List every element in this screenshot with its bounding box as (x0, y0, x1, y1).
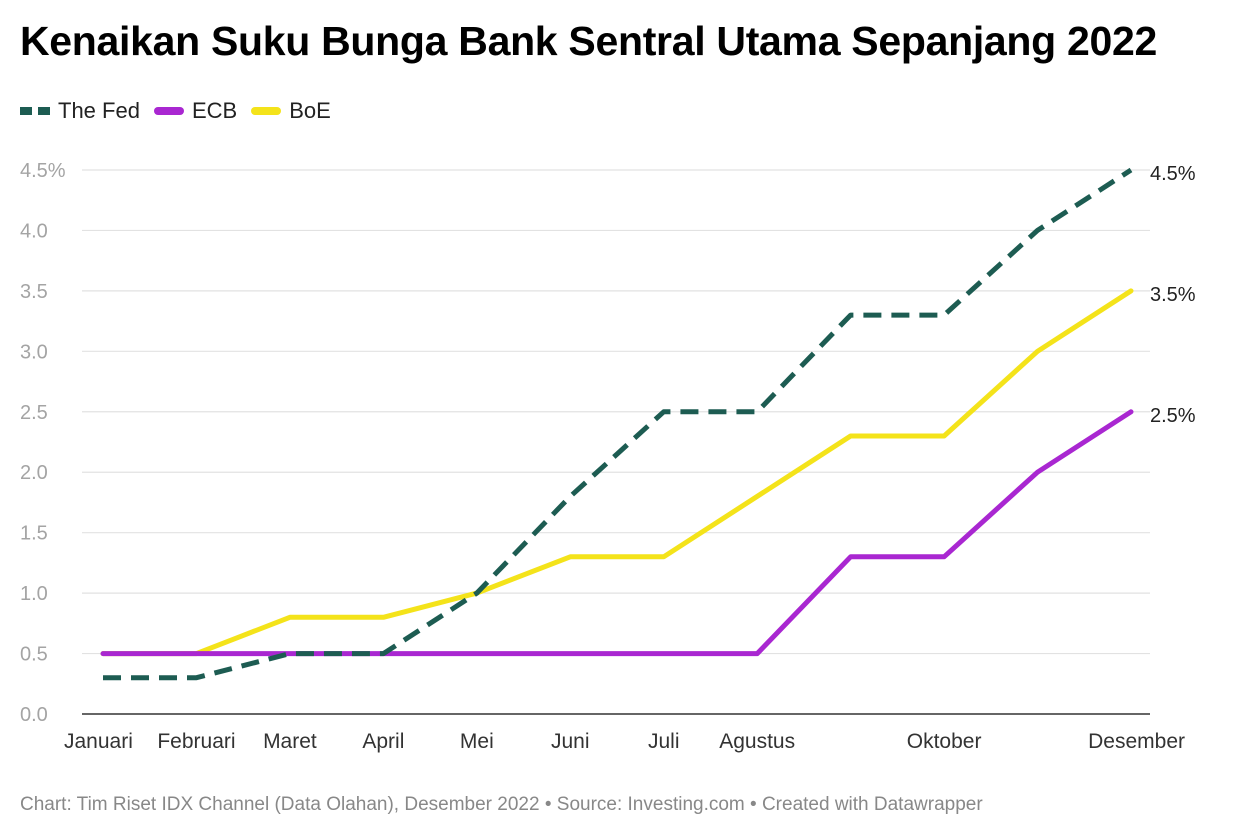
chart-footer: Chart: Tim Riset IDX Channel (Data Olaha… (20, 794, 983, 815)
legend-swatch (20, 107, 50, 115)
end-label-the-fed: 4.5% (1150, 163, 1196, 185)
x-tick-label: Juli (648, 730, 680, 753)
y-tick-label: 3.0 (20, 341, 48, 363)
y-tick-label: 4.5% (20, 160, 66, 182)
end-label-boe: 3.5% (1150, 284, 1196, 306)
y-tick-label: 0.5 (20, 644, 48, 666)
y-tick-label: 1.5 (20, 523, 48, 545)
legend-label: ECB (191, 98, 238, 123)
legend-swatch (153, 107, 184, 115)
x-tick-label: Maret (263, 730, 317, 753)
series-line-the-fed (103, 167, 1133, 681)
x-tick-label: Februari (157, 730, 235, 753)
series-line-boe (100, 288, 1134, 657)
line-chart: 0.0 0.5 1.0 1.5 2.0 2.5 3.0 3.5 4.0 4.5% Januari Fe… (20, 160, 1196, 753)
series-line-ecb (100, 409, 1134, 657)
x-tick-label: Desember (1088, 730, 1185, 753)
legend-swatch (251, 107, 282, 115)
x-tick-label: Mei (460, 730, 494, 753)
x-tick-label: Juni (551, 730, 590, 753)
y-tick-label: 2.0 (20, 462, 48, 484)
y-tick-label: 3.5 (20, 281, 48, 303)
x-tick-label: April (362, 730, 404, 753)
end-label-ecb: 2.5% (1150, 405, 1196, 427)
x-tick-label: Agustus (719, 730, 795, 753)
legend: The Fed ECB BoE (20, 96, 345, 126)
y-tick-label: 0.0 (20, 704, 48, 726)
legend-item-the-fed: The Fed (20, 98, 140, 124)
x-tick-label: Oktober (907, 730, 982, 753)
y-tick-label: 2.5 (20, 402, 48, 424)
legend-label: BoE (289, 98, 331, 123)
legend-item-boe: BoE (251, 98, 331, 124)
legend-item-ecb: ECB (153, 98, 238, 124)
x-tick-label: Januari (64, 730, 133, 753)
legend-label: The Fed (58, 98, 140, 123)
y-tick-label: 4.0 (20, 220, 48, 242)
chart-title: Kenaikan Suku Bunga Bank Sentral Utama S… (20, 18, 1158, 64)
y-tick-label: 1.0 (20, 583, 48, 605)
